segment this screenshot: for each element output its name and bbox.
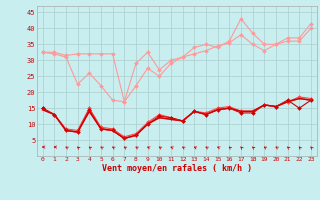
X-axis label: Vent moyen/en rafales ( km/h ): Vent moyen/en rafales ( km/h ) — [102, 164, 252, 173]
